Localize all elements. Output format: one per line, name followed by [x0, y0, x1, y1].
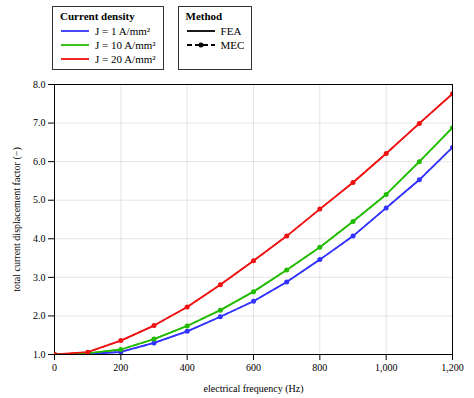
svg-text:electrical frequency (Hz): electrical frequency (Hz) — [204, 383, 304, 395]
svg-text:4.0: 4.0 — [33, 233, 46, 244]
svg-text:3.0: 3.0 — [33, 272, 46, 283]
html-text:J = 1 A/mm²: J = 1 A/mm² — [95, 25, 150, 37]
html-text:J = 10 A/mm²: J = 10 A/mm² — [95, 39, 156, 51]
svg-text:1,000: 1,000 — [375, 362, 398, 373]
svg-text:7.0: 7.0 — [33, 117, 46, 128]
svg-text:800: 800 — [312, 362, 327, 373]
svg-text:8.0: 8.0 — [33, 79, 46, 90]
svg-text:1,200: 1,200 — [441, 362, 464, 373]
html-text:FEA: FEA — [220, 25, 242, 37]
svg-text:5.0: 5.0 — [33, 194, 46, 205]
svg-text:6.0: 6.0 — [33, 156, 46, 167]
svg-text:200: 200 — [113, 362, 128, 373]
html-text:J = 20 A/mm²: J = 20 A/mm² — [95, 53, 156, 65]
html-text:MEC: MEC — [220, 39, 245, 51]
svg-text:2.0: 2.0 — [33, 310, 46, 321]
html-text:Method: Method — [185, 10, 223, 22]
svg-text:400: 400 — [180, 362, 195, 373]
svg-text:total current displacement fac: total current displacement factor (−) — [11, 147, 23, 291]
html-text:Current density: Current density — [60, 10, 135, 22]
svg-text:1.0: 1.0 — [33, 349, 46, 360]
svg-text:0: 0 — [52, 362, 57, 373]
svg-text:600: 600 — [246, 362, 261, 373]
